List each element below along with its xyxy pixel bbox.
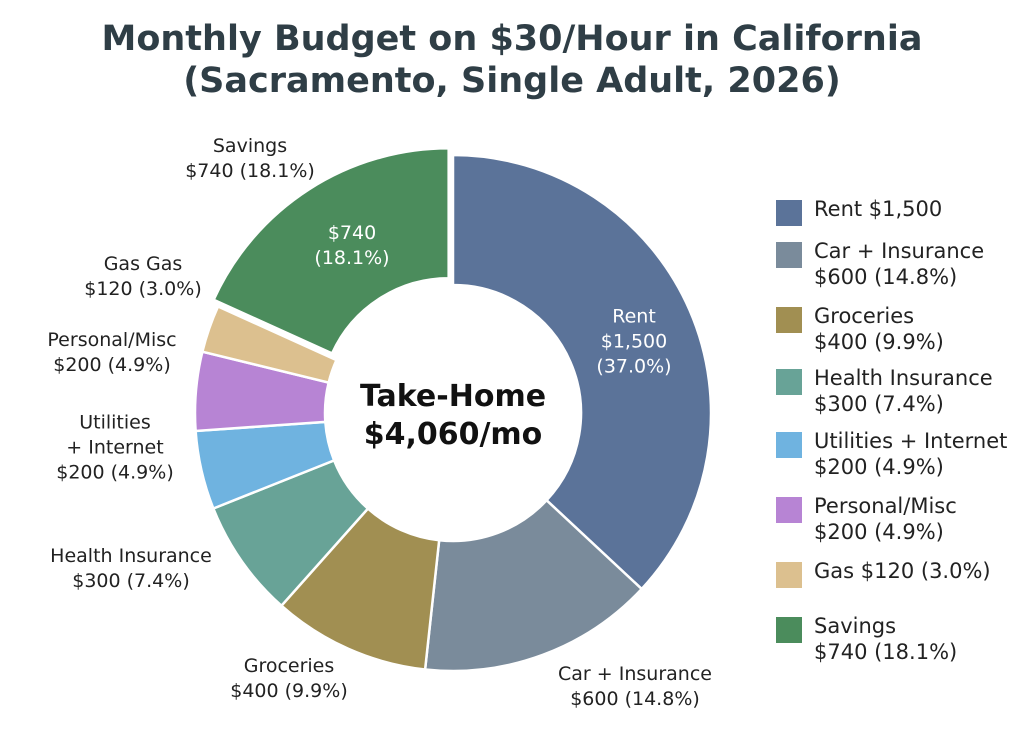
- outside-label-groceries-line: $400 (9.9%): [230, 680, 348, 702]
- slice-gas: [200, 304, 339, 385]
- outside-label-savings-line: $740 (18.1%): [185, 160, 315, 182]
- legend-label-groceries: Groceries $400 (9.9%): [814, 303, 1024, 355]
- outside-label-personal-misc-line: $200 (4.9%): [53, 354, 171, 376]
- legend-label-line: $740 (18.1%): [814, 640, 958, 664]
- center-label-total: $4,060/mo: [364, 417, 543, 452]
- legend-swatch-rent: [776, 200, 802, 226]
- inside-label-rent: Rent $1,500 (37.0%): [596, 306, 671, 378]
- slice-savings: [212, 147, 450, 356]
- outside-label-car-insurance-line: $600 (14.8%): [570, 688, 700, 710]
- outside-label-utilities-internet-line: Utilities: [79, 412, 151, 434]
- legend-swatch-savings: [776, 617, 802, 643]
- outside-label-groceries-line: Groceries: [244, 655, 335, 677]
- legend-label-line: Health Insurance: [814, 366, 993, 390]
- outside-label-personal-misc-line: Personal/Misc: [47, 329, 176, 351]
- chart-title-line-2: (Sacramento, Single Adult, 2026): [183, 61, 841, 101]
- outside-label-utilities-internet-line: $200 (4.9%): [56, 462, 174, 484]
- legend-label-line: Groceries: [814, 304, 915, 328]
- inside-label-savings-line: (18.1%): [314, 247, 389, 269]
- legend-label-line: $600 (14.8%): [814, 265, 958, 289]
- legend-label-gas: Gas $120 (3.0%): [814, 558, 1024, 584]
- slice-layer: [193, 147, 713, 673]
- legend-label-line: $300 (7.4%): [814, 392, 944, 416]
- legend-label-line: $400 (9.9%): [814, 330, 944, 354]
- legend-label-line: Gas $120 (3.0%): [814, 559, 991, 583]
- outside-label-savings-line: Savings: [213, 135, 287, 157]
- legend-label-line: $200 (4.9%): [814, 520, 944, 544]
- legend-label-car-insurance: Car + Insurance $600 (14.8%): [814, 238, 1024, 290]
- legend-label-rent: Rent $1,500: [814, 196, 1024, 222]
- legend-label-line: Savings: [814, 614, 897, 638]
- center-label-title: Take-Home: [360, 379, 546, 414]
- legend-label-savings: Savings $740 (18.1%): [814, 613, 1024, 665]
- outside-label-groceries: Groceries $400 (9.9%): [230, 655, 348, 702]
- chart-title: Monthly Budget on $30/Hour in California…: [0, 18, 1024, 102]
- legend-label-health-insurance: Health Insurance $300 (7.4%): [814, 365, 1024, 417]
- outside-label-gas-line: $120 (3.0%): [84, 278, 202, 300]
- chart-title-line-1: Monthly Budget on $30/Hour in California: [101, 19, 923, 59]
- legend-label-line: Utilities + Internet: [814, 429, 1008, 453]
- legend-label-personal-misc: Personal/Misc $200 (4.9%): [814, 493, 1024, 545]
- outside-label-gas: Gas Gas $120 (3.0%): [84, 253, 202, 300]
- outside-label-utilities-internet-line: + Internet: [66, 437, 163, 459]
- inside-label-rent-line: $1,500: [601, 331, 667, 353]
- inside-label-rent-line: Rent: [612, 306, 656, 328]
- legend-label-line: Personal/Misc: [814, 494, 957, 518]
- slice-car-insurance: [423, 498, 644, 673]
- legend-swatch-car-insurance: [776, 242, 802, 268]
- outside-label-savings: Savings $740 (18.1%): [185, 135, 315, 182]
- legend-swatch-health-insurance: [776, 369, 802, 395]
- outside-label-health-insurance-line: Health Insurance: [50, 545, 212, 567]
- inside-label-rent-line: (37.0%): [596, 356, 671, 378]
- outside-label-health-insurance-line: $300 (7.4%): [72, 570, 190, 592]
- inside-label-savings: $740 (18.1%): [314, 222, 389, 269]
- legend-swatch-gas: [776, 562, 802, 588]
- outside-label-car-insurance-line: Car + Insurance: [558, 663, 712, 685]
- outside-label-utilities-internet: Utilities + Internet $200 (4.9%): [56, 412, 174, 484]
- legend-label-line: $200 (4.9%): [814, 455, 944, 479]
- outside-label-health-insurance: Health Insurance $300 (7.4%): [50, 545, 212, 592]
- outside-label-car-insurance: Car + Insurance $600 (14.8%): [558, 663, 712, 710]
- outside-label-personal-misc: Personal/Misc $200 (4.9%): [47, 329, 176, 376]
- label-layer: Rent $1,500 (37.0%) Car + Insurance $600 (14…: [47, 135, 712, 710]
- legend-label-line: Car + Insurance: [814, 239, 985, 263]
- legend-swatch-personal-misc: [776, 497, 802, 523]
- legend-label-utilities-internet: Utilities + Internet $200 (4.9%): [814, 428, 1024, 480]
- legend-label-line: Rent $1,500: [814, 197, 943, 221]
- legend-swatch-groceries: [776, 307, 802, 333]
- slice-rent: [451, 153, 713, 591]
- inside-label-savings-line: $740: [328, 222, 376, 244]
- legend-swatch-utilities-internet: [776, 432, 802, 458]
- outside-label-gas-line: Gas Gas: [104, 253, 183, 275]
